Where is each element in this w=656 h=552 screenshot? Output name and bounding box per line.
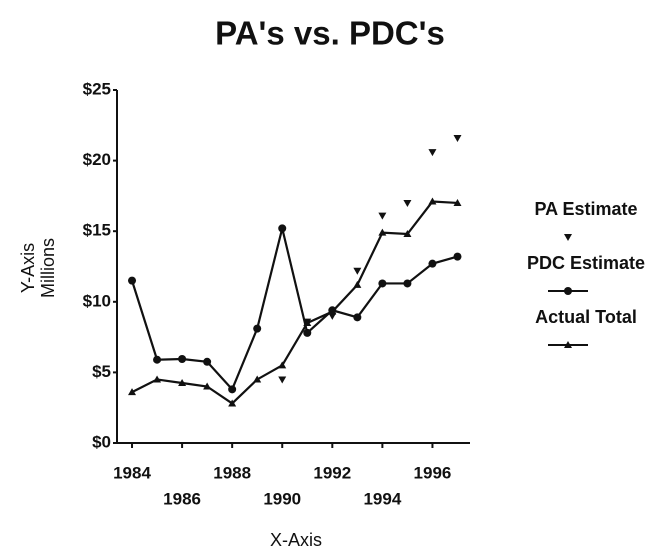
legend-label: PA Estimate	[534, 199, 637, 219]
series-line	[130, 228, 458, 392]
data-point	[453, 198, 462, 206]
data-point	[178, 378, 187, 386]
data-point	[428, 197, 437, 205]
legend-label: Actual Total	[535, 307, 637, 327]
data-point	[153, 355, 162, 364]
data-point	[203, 382, 212, 390]
y-tick-label: $0	[92, 432, 111, 451]
x-tick-label: 1986	[163, 489, 201, 508]
legend-label: PDC Estimate	[527, 253, 645, 273]
data-point	[303, 318, 312, 326]
series-line	[131, 200, 458, 405]
y-axis-label: Y-Axis	[18, 243, 38, 293]
legend-marker	[564, 234, 572, 241]
data-point	[353, 313, 362, 322]
x-tick-label: 1988	[213, 463, 251, 482]
data-point	[403, 279, 412, 288]
data-point	[378, 212, 387, 220]
legend-marker	[564, 341, 572, 348]
x-tick-label: 1992	[313, 463, 351, 482]
data-point	[253, 324, 262, 333]
y-tick-label: $25	[83, 79, 111, 98]
data-point	[278, 376, 287, 384]
data-point	[128, 388, 137, 396]
data-point	[178, 354, 187, 363]
x-axis-label: X-Axis	[270, 530, 322, 550]
data-point	[428, 149, 437, 157]
chart-title: PA's vs. PDC's	[215, 15, 445, 52]
legend-marker	[564, 287, 572, 295]
x-tick-label: 1990	[263, 489, 301, 508]
x-tick-label: 1984	[113, 463, 151, 482]
x-tick-label: 1996	[414, 463, 452, 482]
y-tick-label: $15	[83, 221, 111, 240]
data-point	[128, 276, 137, 285]
data-point	[278, 224, 287, 233]
data-point	[253, 375, 262, 383]
data-point	[428, 259, 437, 268]
data-point	[353, 267, 362, 275]
data-point	[453, 252, 462, 261]
y-tick-label: $10	[83, 291, 111, 310]
data-point	[403, 230, 412, 238]
data-point	[403, 199, 412, 207]
data-point	[303, 328, 312, 337]
data-point	[353, 280, 362, 288]
data-point	[203, 357, 212, 366]
data-point	[453, 135, 462, 143]
y-axis-label: Millions	[38, 238, 58, 298]
data-point	[228, 385, 237, 394]
data-point	[378, 228, 387, 236]
data-point	[328, 307, 337, 315]
x-tick-label: 1994	[363, 489, 401, 508]
y-tick-label: $5	[92, 362, 111, 381]
data-point	[153, 375, 162, 383]
y-tick-label: $20	[83, 150, 111, 169]
data-point	[378, 279, 387, 288]
data-point	[278, 361, 287, 369]
data-point	[228, 399, 237, 407]
